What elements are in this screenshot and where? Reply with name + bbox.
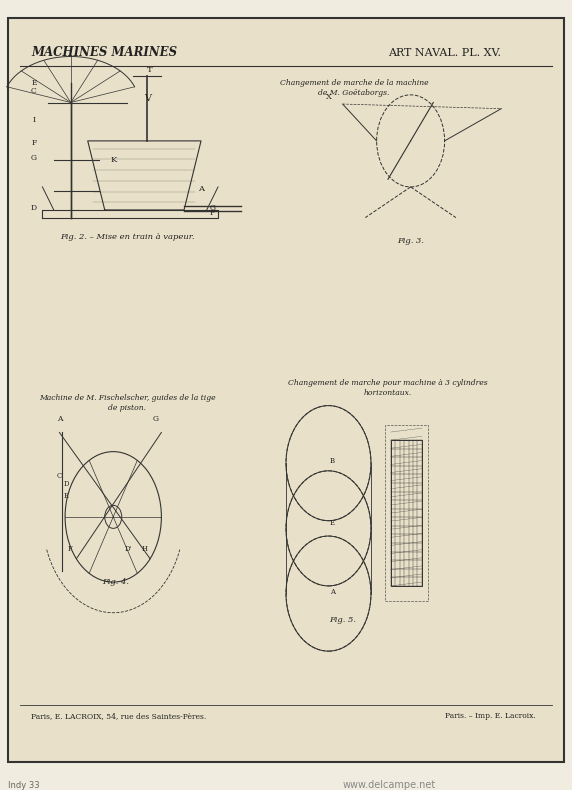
Text: Fig. 5.: Fig. 5. bbox=[329, 616, 356, 624]
Text: C: C bbox=[57, 472, 62, 480]
Text: Changement de marche de la machine: Changement de marche de la machine bbox=[280, 79, 428, 88]
Text: Paris, E. LACROIX, 54, rue des Saintes-Pères.: Paris, E. LACROIX, 54, rue des Saintes-P… bbox=[31, 713, 206, 720]
Text: K: K bbox=[110, 156, 117, 164]
Text: A: A bbox=[198, 185, 204, 193]
Text: F: F bbox=[31, 139, 37, 147]
Text: Machine de M. Fischelscher, guides de la tige: Machine de M. Fischelscher, guides de la… bbox=[39, 394, 216, 402]
Bar bbox=[385, 425, 428, 601]
Text: horizontaux.: horizontaux. bbox=[364, 389, 412, 397]
Text: Paris. – Imp. E. Lacroix.: Paris. – Imp. E. Lacroix. bbox=[444, 713, 535, 720]
Text: F: F bbox=[68, 545, 73, 553]
Text: Changement de marche pour machine à 3 cylindres: Changement de marche pour machine à 3 cy… bbox=[288, 378, 488, 386]
Text: MACHINES MARINES: MACHINES MARINES bbox=[31, 46, 178, 59]
Text: B: B bbox=[329, 457, 335, 465]
Text: I: I bbox=[33, 115, 35, 124]
Text: E: E bbox=[31, 79, 37, 87]
Text: www.delcampe.net: www.delcampe.net bbox=[343, 781, 436, 790]
Text: ART NAVAL. PL. XV.: ART NAVAL. PL. XV. bbox=[388, 47, 501, 58]
Text: A: A bbox=[329, 588, 335, 596]
Text: H: H bbox=[141, 545, 148, 553]
Text: G: G bbox=[153, 415, 159, 423]
Text: E: E bbox=[329, 518, 335, 526]
Text: Indy 33: Indy 33 bbox=[9, 781, 40, 790]
Text: G: G bbox=[31, 154, 37, 162]
Text: Fig. 3.: Fig. 3. bbox=[397, 237, 424, 245]
Text: V: V bbox=[144, 94, 150, 103]
Text: Fig. 4.: Fig. 4. bbox=[102, 578, 130, 586]
Text: P: P bbox=[210, 209, 215, 217]
Bar bbox=[391, 440, 422, 586]
Text: D: D bbox=[64, 480, 69, 488]
Text: D: D bbox=[31, 204, 37, 212]
Text: de piston.: de piston. bbox=[109, 404, 146, 412]
Text: X: X bbox=[325, 92, 332, 100]
Text: T: T bbox=[147, 66, 153, 73]
Text: Fig. 2. – Mise en train à vapeur.: Fig. 2. – Mise en train à vapeur. bbox=[60, 233, 194, 241]
Text: C: C bbox=[31, 88, 37, 96]
Text: G: G bbox=[209, 204, 216, 212]
Text: de M. Goëtaborgs.: de M. Goëtaborgs. bbox=[318, 89, 390, 97]
Text: A: A bbox=[57, 415, 62, 423]
Text: D': D' bbox=[125, 545, 132, 553]
Text: E: E bbox=[64, 491, 69, 499]
